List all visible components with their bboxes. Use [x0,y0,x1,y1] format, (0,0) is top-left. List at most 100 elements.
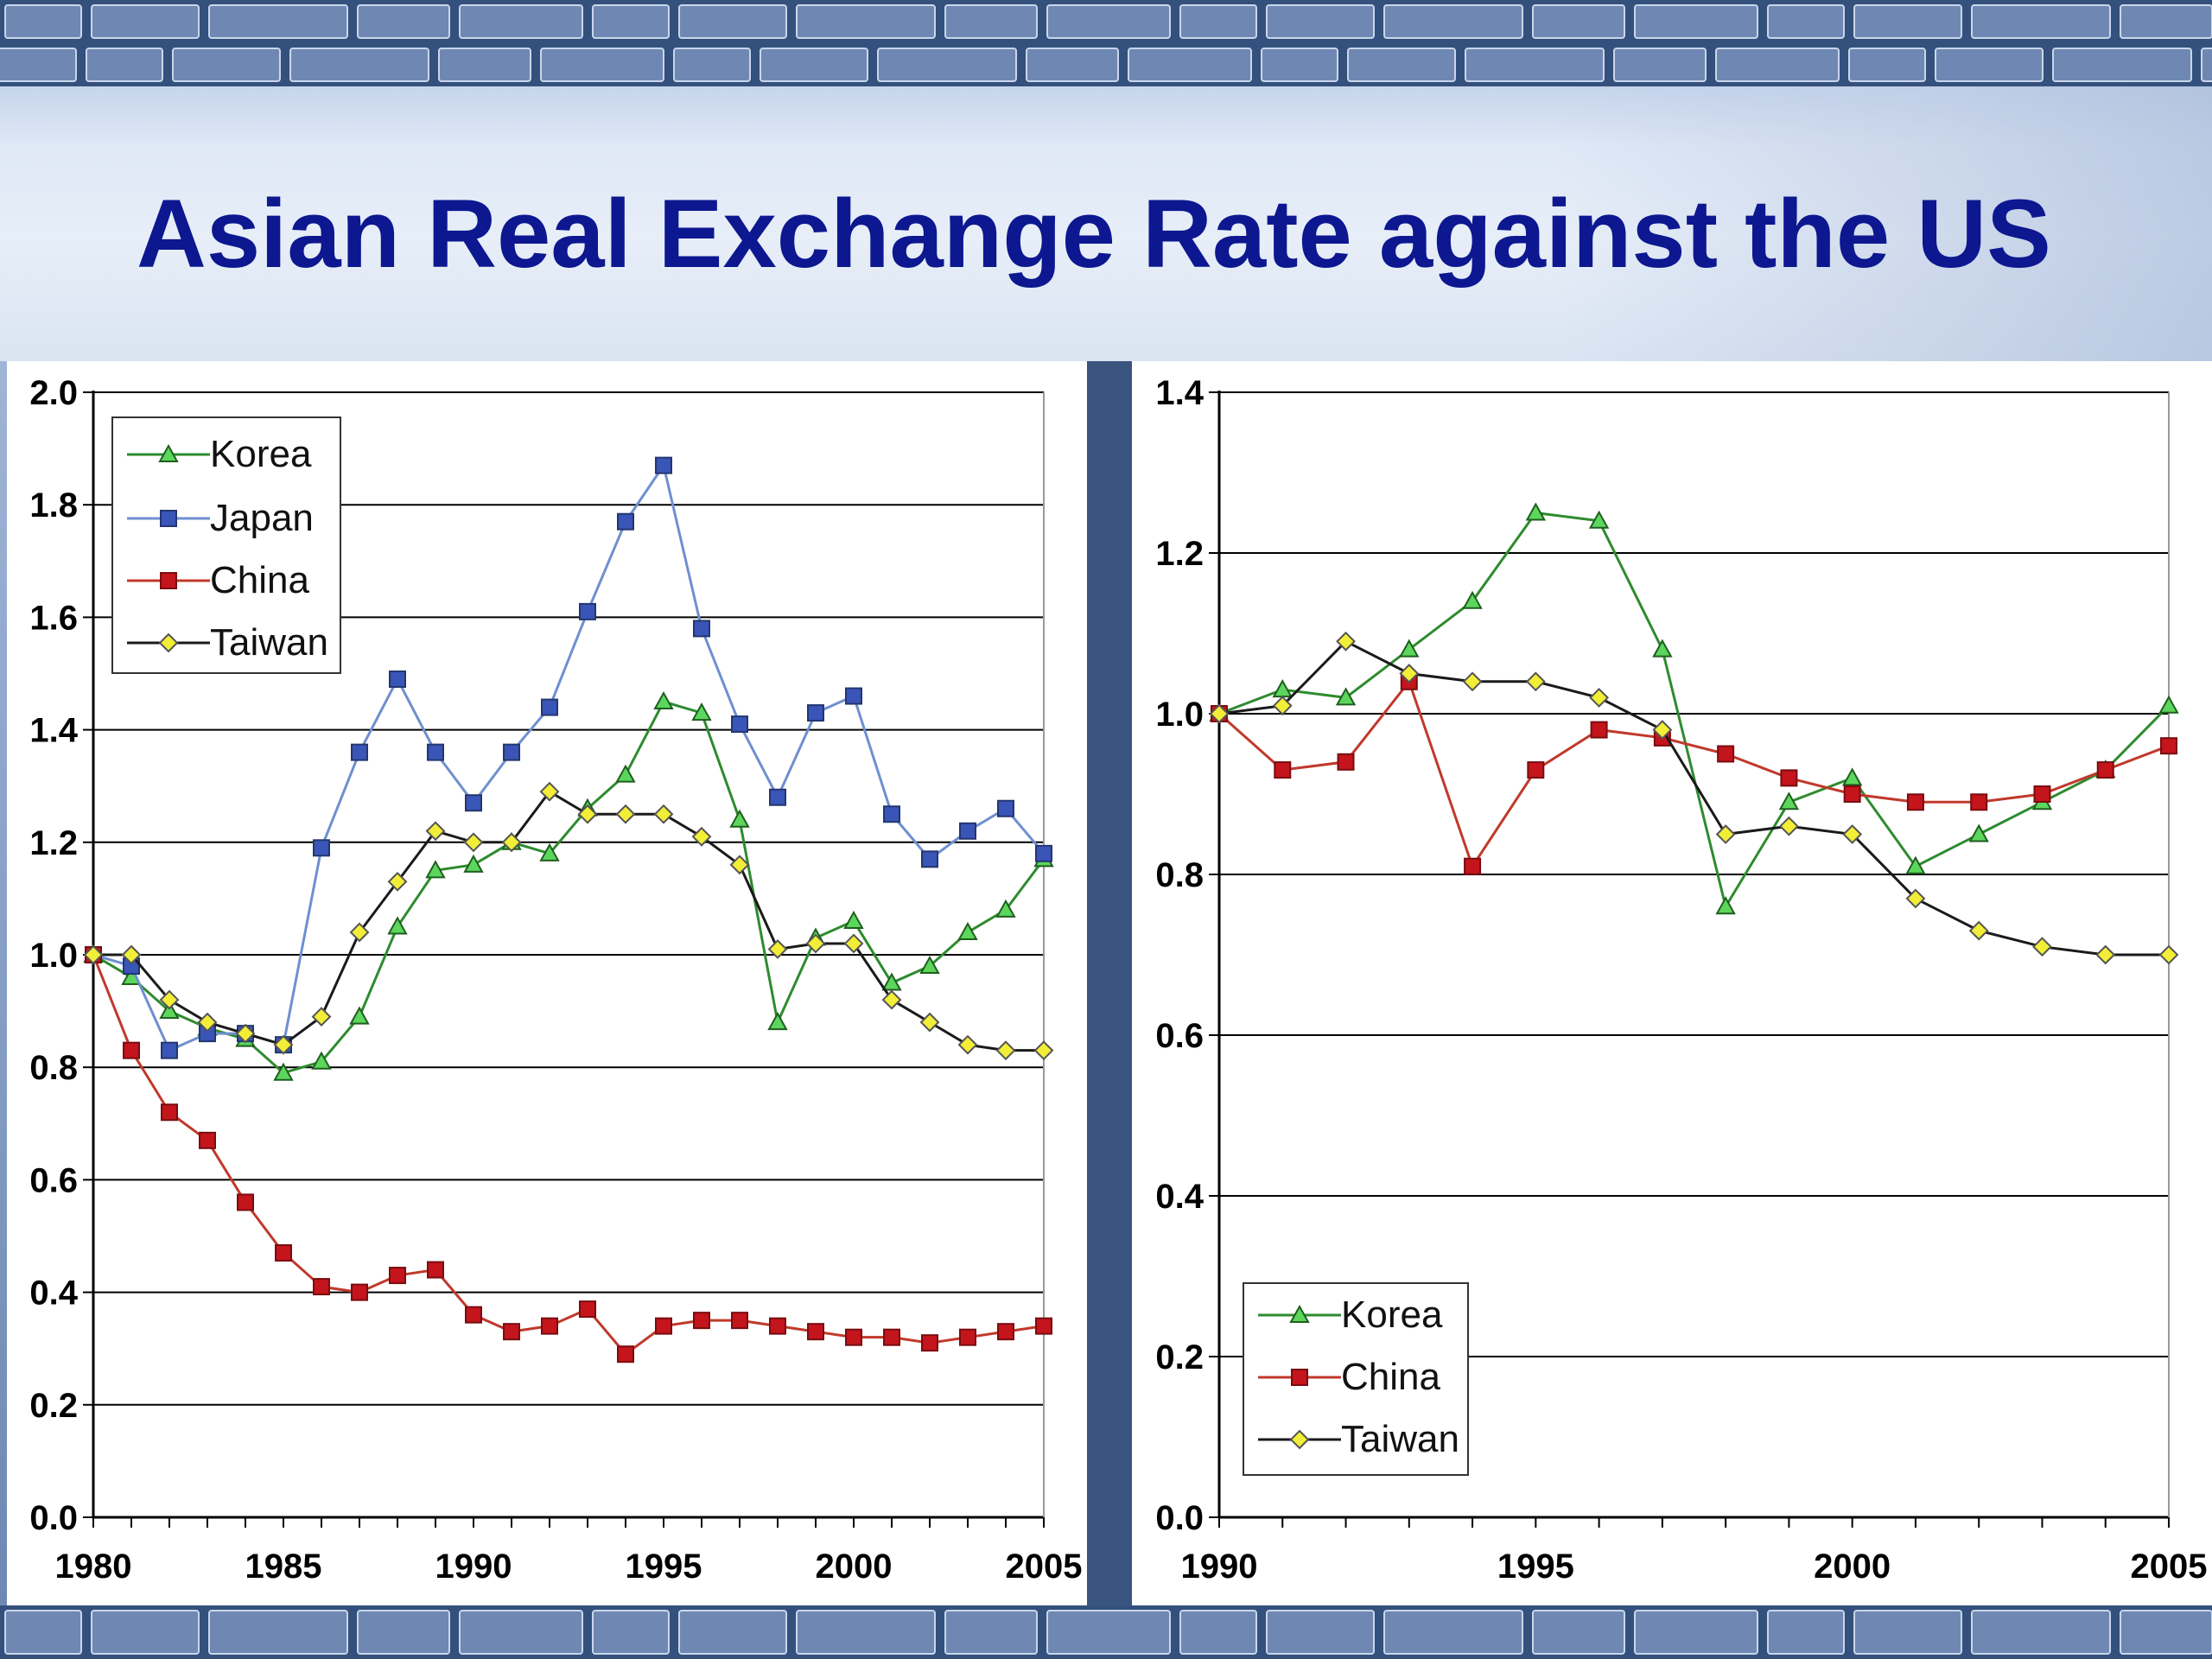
legend-right: Korea China Taiwan [1243,1282,1469,1476]
chart-right-point-taiwan [1652,720,1673,741]
legend-item-taiwan-right: Taiwan [1244,1414,1467,1465]
chart-right-point-taiwan [1715,824,1736,844]
chart-left-point-korea [843,910,864,929]
chart-right-series-korea [1209,502,2179,915]
chart-left-point-taiwan [235,1023,256,1044]
chart-right-point-korea [1968,823,1989,842]
chart-left-point-china [541,1317,558,1335]
chart-left-point-korea [463,854,484,873]
chart-right-point-china [1843,785,1861,803]
chart-left-point-taiwan [995,1040,1016,1061]
chart-right-point-china [1780,769,1798,787]
chart-right-point-korea [1335,687,1357,706]
chart-left-point-china [1035,1317,1052,1335]
chart-left-ytick-label: 1.4 [29,712,78,750]
legend-item-taiwan: Taiwan [113,617,340,669]
chart-left-ytick-label: 1.6 [29,599,78,637]
chart-left-point-japan [883,805,900,823]
chart-left-point-taiwan [615,804,636,824]
legend-item-china: China [113,555,340,607]
chart-left-point-japan [997,799,1014,817]
chart-right-point-china [1337,753,1355,771]
chart-left-point-korea [311,1051,332,1070]
chart-right-point-china [1527,761,1545,779]
chart-right-ytick-label: 0.6 [1155,1017,1204,1055]
chart-right-point-korea [1525,502,1547,521]
chart-left-point-taiwan [691,826,712,847]
chart-left-point-taiwan [197,1012,218,1033]
chart-left-point-japan [351,743,368,761]
legend-label-taiwan: Taiwan [210,621,328,664]
chart-right-ytick-label: 0.4 [1155,1178,1204,1216]
chart-right-ytick-label: 1.0 [1155,696,1204,734]
chart-right-point-china [2033,785,2051,803]
chart-left-point-china [237,1193,254,1211]
legend-marker-china-right [1258,1369,1341,1386]
chart-right-point-taiwan [1209,703,1230,724]
chart-left-point-china [959,1328,976,1346]
chart-right-xtick-label: 2005 [2131,1548,2208,1586]
chart-left-ytick-label: 1.2 [29,824,78,862]
chart-right-ytick-label: 1.4 [1155,374,1204,412]
legend-marker-china [127,572,210,589]
chart-left-point-korea [957,921,978,940]
slide-title: Asian Real Exchange Rate against the US [137,180,2051,288]
chart-left-point-taiwan [767,939,788,959]
chart-left-point-japan [427,743,444,761]
legend-label-korea: Korea [210,433,312,475]
chart-panel-left: 0.0 0.2 0.4 0.6 0.8 1.0 1.2 1.4 1.6 1.8 2.0 1980 198… [7,361,1087,1605]
chart-right-point-taiwan [1905,888,1926,909]
chart-left-point-taiwan [539,781,560,802]
legend-item-korea-right: Korea [1244,1289,1467,1341]
chart-right-ytick-label: 0.0 [1155,1499,1204,1537]
chart-left-ytick-label: 0.0 [29,1499,78,1537]
title-band [0,86,2212,361]
chart-left-point-china [465,1306,482,1324]
chart-left-point-japan [1035,844,1052,862]
chart-left-point-taiwan [653,804,674,824]
chart-left-point-china [807,1323,824,1341]
chart-right-point-taiwan [1462,671,1483,692]
chart-left-point-japan [389,671,406,689]
chart-right-point-china [1464,857,1482,875]
chart-right-point-korea [1715,896,1736,915]
chart-left-ytick-label: 1.8 [29,486,78,524]
chart-right-point-china [2160,737,2177,755]
chart-left-point-taiwan [501,832,522,853]
chart-left-point-taiwan [881,989,902,1010]
chart-left-line-korea [92,700,1046,1075]
chart-left-point-china [617,1345,634,1363]
chart-left-point-japan [465,794,482,812]
chart-right-point-taiwan [1399,664,1420,683]
chart-left-point-japan [655,456,672,474]
chart-left-point-japan [731,715,748,734]
chart-left-gridlines [93,391,1044,1406]
chart-left-point-korea [615,764,636,783]
chart-left-xtick-label: 2000 [816,1548,893,1586]
chart-right-point-china [1970,793,1988,811]
chart-left-series-taiwan [83,781,1054,1061]
legend-label-taiwan-right: Taiwan [1341,1418,1459,1460]
chart-left-xtick-label: 1980 [55,1548,132,1586]
chart-left-point-china [123,1041,140,1059]
chart-left-point-korea [387,916,408,935]
chart-left-ytick-label: 0.2 [29,1387,78,1425]
chart-left-point-china [769,1317,786,1335]
legend-label-japan: Japan [210,497,314,539]
chart-left-point-japan [617,512,634,531]
chart-left-point-taiwan [805,933,826,954]
chart-right-point-korea [2158,695,2179,714]
chart-right-point-taiwan [1525,671,1546,692]
chart-right-ytick-label: 0.2 [1155,1338,1204,1376]
chart-right: 0.0 0.2 0.4 0.6 0.8 1.0 1.2 1.4 1990 1995 2000 2005 [1155,374,2208,1586]
chart-left-point-china [921,1334,938,1352]
chart-left-point-china [199,1131,216,1149]
chart-left-ytick-label: 0.8 [29,1049,78,1087]
chart-left-point-korea [691,702,712,721]
chart-left-point-korea [919,955,940,975]
chart-left-point-korea [767,1012,788,1031]
chart-left-point-japan [769,788,786,806]
chart-left-point-taiwan [463,832,484,853]
legend-left: Korea Japan China [111,416,341,674]
